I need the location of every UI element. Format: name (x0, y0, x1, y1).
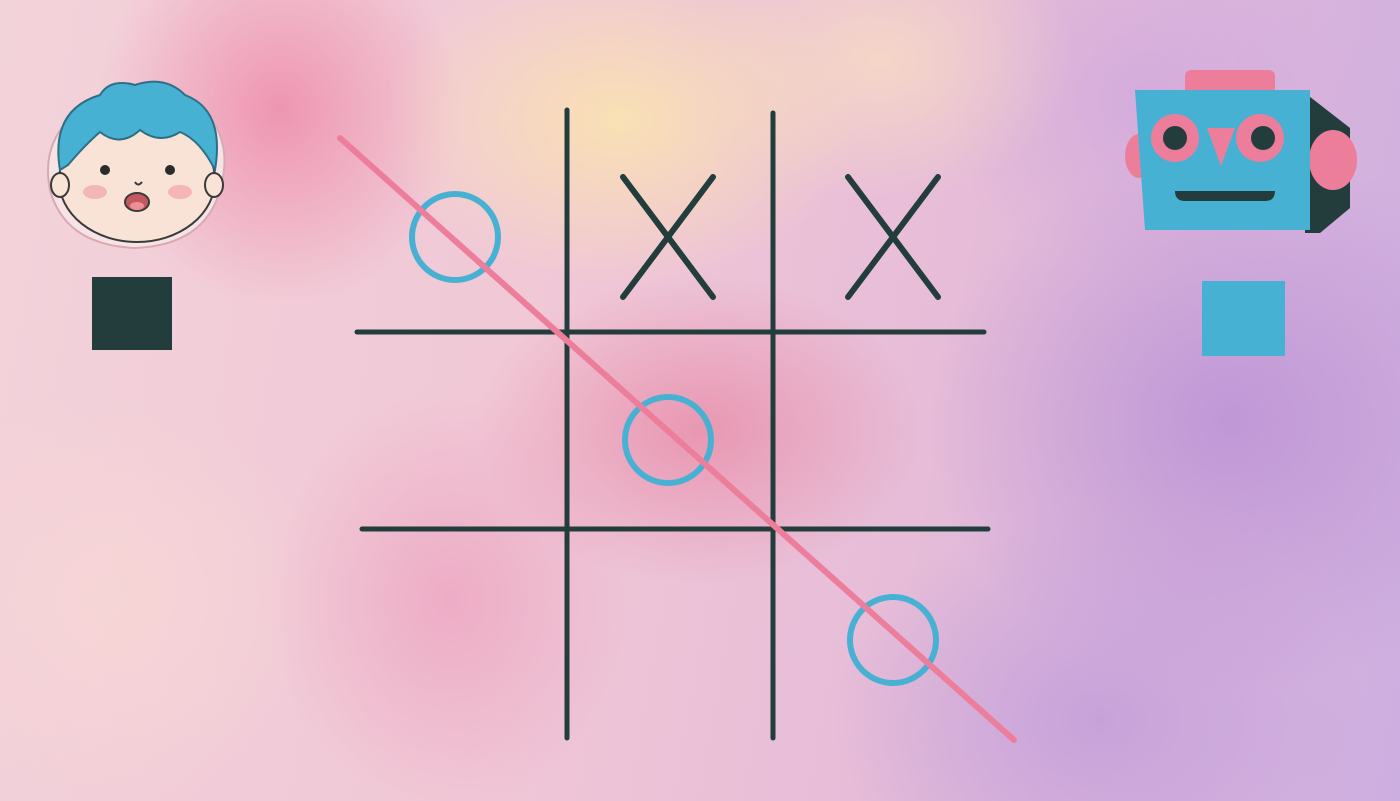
human-player (40, 70, 230, 360)
o-mark-r1-c1 (409, 191, 501, 283)
board-cell-r2-c3[interactable] (773, 332, 985, 529)
board-marks (409, 174, 941, 686)
robot-player (1125, 68, 1365, 363)
board-cell-r1-c1[interactable] (360, 110, 567, 332)
board-cell-r2-c1[interactable] (360, 332, 567, 529)
board-grid (354, 107, 991, 741)
boy-face-icon (47, 80, 226, 250)
board-cell-r3-c2[interactable] (567, 529, 773, 740)
o-mark-r2-c2 (622, 394, 714, 486)
winning-line (337, 135, 1017, 743)
board-cells (360, 110, 985, 740)
board-cell-r1-c2[interactable] (567, 110, 773, 332)
x-mark-r1-c2 (620, 174, 716, 300)
board-cell-r3-c3[interactable] (773, 529, 985, 740)
board-cell-r3-c1[interactable] (360, 529, 567, 740)
o-mark-r3-c3 (847, 594, 939, 686)
human-marker-square (92, 277, 172, 350)
robot-head-icon (1125, 70, 1357, 233)
robot-marker-square (1202, 281, 1285, 356)
winning-line-layer (337, 135, 1017, 743)
x-mark-r1-c3 (845, 174, 941, 300)
